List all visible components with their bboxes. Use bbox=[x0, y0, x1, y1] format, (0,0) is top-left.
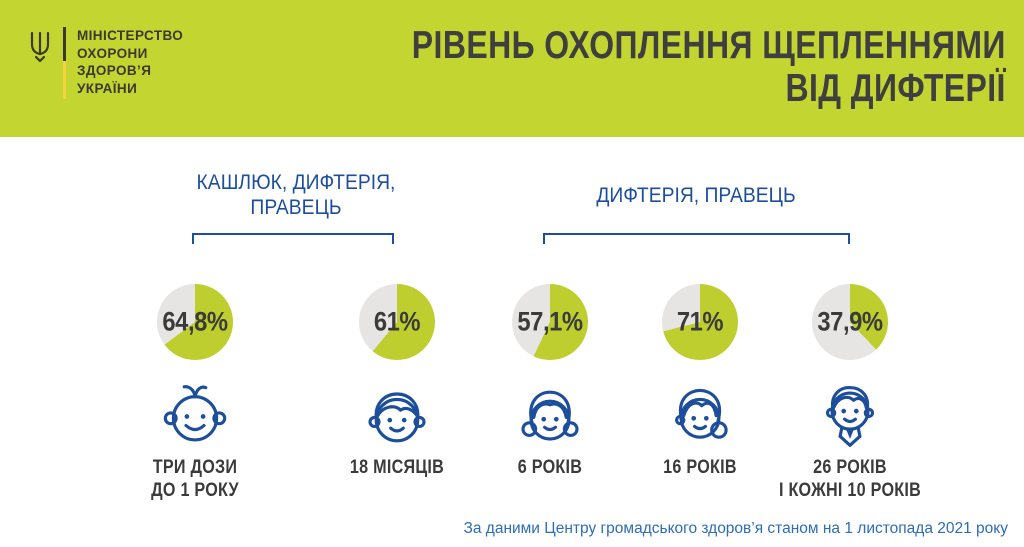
trident-icon bbox=[30, 31, 50, 63]
age-label: ТРИ ДОЗИ ДО 1 РОКУ bbox=[151, 457, 239, 501]
group-bracket-dtp bbox=[192, 233, 394, 244]
toddler-icon bbox=[361, 376, 433, 448]
adult-icon bbox=[814, 376, 886, 448]
ministry-line: ОХОРОНИ bbox=[77, 45, 148, 61]
age-label: 6 РОКІВ bbox=[517, 457, 583, 478]
group-label-line: ПРАВЕЦЬ bbox=[250, 196, 342, 219]
ministry-line: УКРАЇНИ bbox=[77, 80, 138, 96]
pie-value: 57,1% bbox=[517, 306, 583, 337]
stat-column-doses-under-1: 64,8% ТРИ ДОЗИ ДО 1 РОКУ bbox=[110, 284, 280, 502]
pie-value: 37,9% bbox=[817, 306, 883, 337]
title-line-2: ВІД ДИФТЕРІЇ bbox=[785, 67, 1006, 110]
stat-column-6-years: 57,1% 6 РОКІВ bbox=[465, 284, 635, 479]
stat-column-26-years: 37,9% 26 РОКІВ bbox=[765, 284, 935, 502]
teen-girl-icon bbox=[664, 376, 736, 448]
pie-chart: 64,8% bbox=[157, 284, 233, 360]
pie-chart: 61% bbox=[359, 284, 435, 360]
header: МІНІСТЕРСТВО ОХОРОНИ ЗДОРОВ’Я УКРАЇНИ РІ… bbox=[0, 0, 1024, 137]
ministry-name: МІНІСТЕРСТВО ОХОРОНИ ЗДОРОВ’Я УКРАЇНИ bbox=[77, 27, 183, 97]
age-label: 16 РОКІВ bbox=[663, 457, 737, 478]
age-label: 26 РОКІВ І КОЖНІ 10 РОКІВ bbox=[778, 457, 922, 501]
ministry-line: ЗДОРОВ’Я bbox=[77, 63, 152, 78]
group-label-line: КАШЛЮК, ДИФТЕРІЯ, bbox=[196, 171, 396, 194]
pie-value: 71% bbox=[676, 306, 724, 337]
group-bracket-dt bbox=[543, 233, 850, 244]
group-label-line: ДИФТЕРІЯ, ПРАВЕЦЬ bbox=[596, 184, 796, 207]
baby-icon bbox=[159, 376, 231, 448]
stat-column-16-years: 71% 16 РОКІВ bbox=[615, 284, 785, 479]
pie-value: 61% bbox=[373, 306, 421, 337]
group-label-dt: ДИФТЕРІЯ, ПРАВЕЦЬ bbox=[546, 183, 846, 208]
charts-area: КАШЛЮК, ДИФТЕРІЯ, ПРАВЕЦЬ ДИФТЕРІЯ, ПРАВ… bbox=[0, 137, 1024, 547]
girl-icon bbox=[514, 376, 586, 448]
group-label-dtp: КАШЛЮК, ДИФТЕРІЯ, ПРАВЕЦЬ bbox=[146, 170, 446, 220]
stat-column-18-months: 61% 18 МІСЯЦІВ bbox=[312, 284, 482, 479]
pie-chart: 57,1% bbox=[512, 284, 588, 360]
pie-chart: 37,9% bbox=[812, 284, 888, 360]
title-line-1: РІВЕНЬ ОХОПЛЕННЯ ЩЕПЛЕННЯМИ bbox=[411, 24, 1006, 67]
logo-divider bbox=[63, 27, 66, 99]
page-title: РІВЕНЬ ОХОПЛЕННЯ ЩЕПЛЕННЯМИ ВІД ДИФТЕРІЇ bbox=[183, 0, 1024, 137]
ministry-line: МІНІСТЕРСТВО bbox=[77, 28, 184, 43]
pie-chart: 71% bbox=[662, 284, 738, 360]
pie-value: 64,8% bbox=[162, 306, 228, 337]
data-source-note: За даними Центру громадського здоров’я с… bbox=[463, 520, 1008, 537]
ministry-logo: МІНІСТЕРСТВО ОХОРОНИ ЗДОРОВ’Я УКРАЇНИ bbox=[0, 0, 183, 137]
age-label: 18 МІСЯЦІВ bbox=[349, 457, 445, 478]
